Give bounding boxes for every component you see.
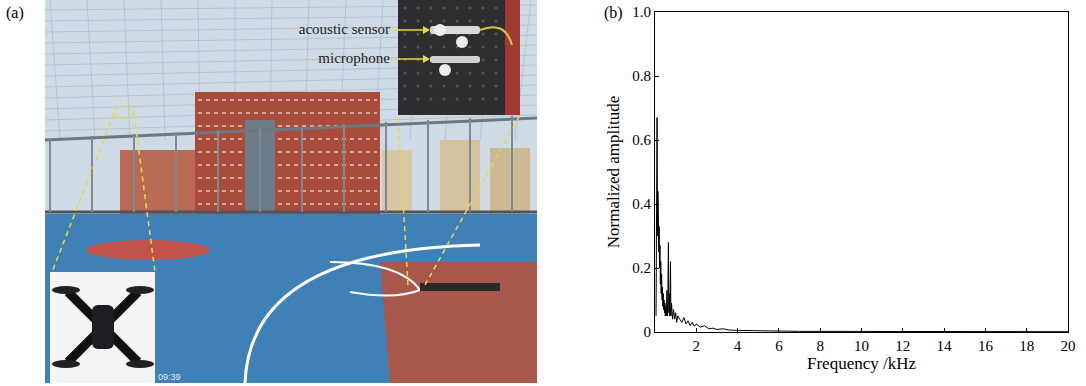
svg-text:0.4: 0.4: [632, 196, 651, 212]
svg-text:0.8: 0.8: [632, 68, 651, 84]
svg-text:1.0: 1.0: [632, 4, 651, 20]
svg-text:Frequency /kHz: Frequency /kHz: [807, 354, 917, 373]
svg-text:8: 8: [816, 338, 824, 354]
svg-text:14: 14: [937, 338, 953, 354]
svg-text:6: 6: [775, 338, 783, 354]
svg-text:0.2: 0.2: [632, 260, 651, 276]
svg-text:18: 18: [1019, 338, 1034, 354]
svg-text:microphone: microphone: [318, 50, 390, 66]
svg-text:16: 16: [978, 338, 994, 354]
svg-text:acoustic sensor: acoustic sensor: [299, 21, 390, 37]
svg-text:20: 20: [1061, 338, 1076, 354]
svg-text:4: 4: [734, 338, 742, 354]
svg-text:0: 0: [644, 324, 652, 340]
svg-text:09:39: 09:39: [158, 372, 181, 382]
html-text:(b): (b): [604, 4, 623, 21]
svg-text:(a): (a): [6, 4, 24, 22]
svg-text:Normalized amplitude: Normalized amplitude: [604, 96, 623, 248]
svg-text:10: 10: [854, 338, 869, 354]
svg-text:12: 12: [895, 338, 910, 354]
svg-text:2: 2: [693, 338, 701, 354]
svg-text:0.6: 0.6: [632, 132, 651, 148]
